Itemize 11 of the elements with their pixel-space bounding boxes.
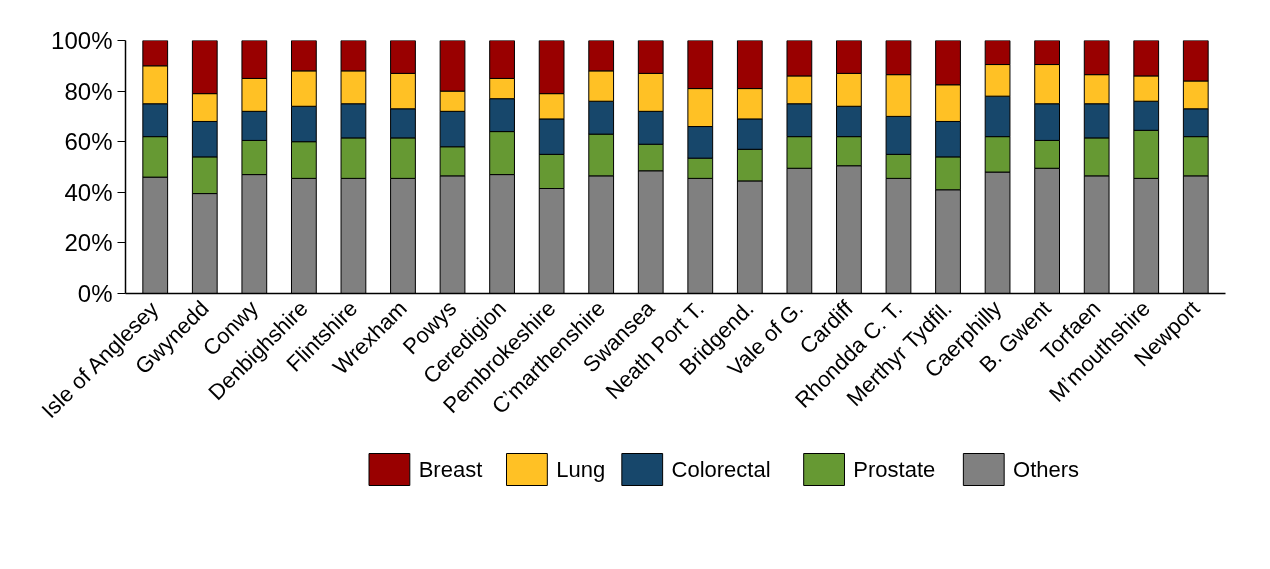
y-tick-label: 40%: [64, 178, 113, 206]
y-tick-label: 0%: [77, 280, 113, 307]
legend-label: Colorectal: [671, 457, 771, 482]
legend-label: Lung: [556, 457, 606, 482]
y-tick-label: 60%: [64, 128, 113, 156]
y-tick-label: 80%: [64, 77, 113, 105]
legend-label: Others: [1013, 457, 1080, 482]
legend-label: Prostate: [853, 457, 936, 482]
y-tick-label: 20%: [64, 229, 113, 257]
y-tick-label: 100%: [51, 27, 113, 54]
legend-label: Breast: [418, 457, 483, 482]
